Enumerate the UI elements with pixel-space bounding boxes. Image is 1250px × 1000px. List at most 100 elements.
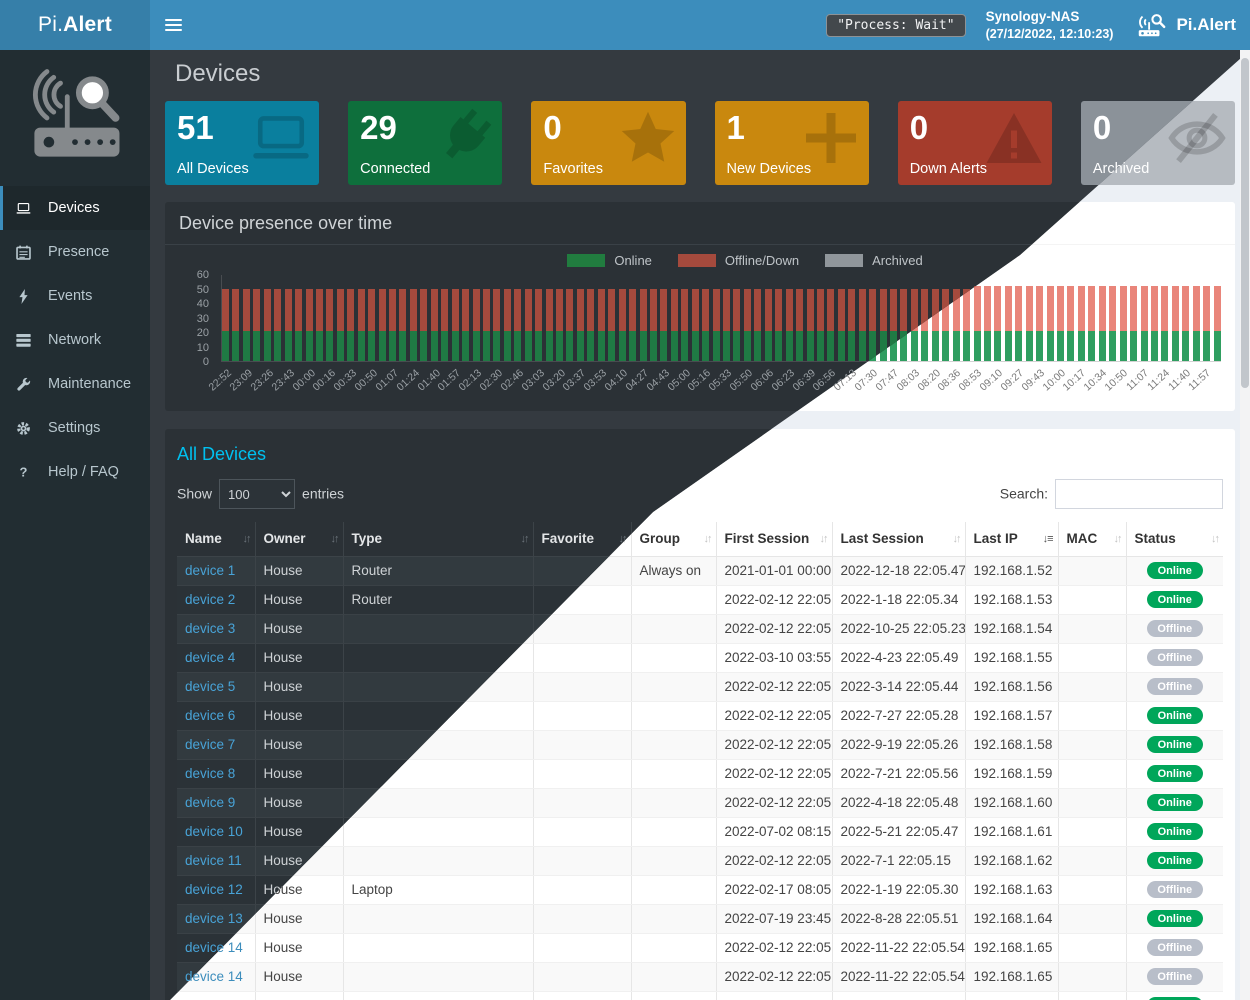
col-header-status[interactable]: Status ↓↑ (1126, 522, 1223, 557)
col-header-last-session[interactable]: Last Session ↓↑ (832, 522, 966, 557)
sidebar-item-events[interactable]: Events (0, 274, 150, 318)
show-label: Show (177, 485, 213, 502)
device-link[interactable]: device 3 (185, 621, 236, 636)
col-label: First Session (724, 531, 810, 547)
bar (545, 288, 553, 361)
y-tick-label: 20 (196, 327, 209, 339)
device-link[interactable]: device 4 (185, 650, 236, 665)
stat-card-new-devices[interactable]: 1 New Devices (714, 101, 869, 185)
device-link[interactable]: device 10 (185, 824, 243, 839)
bar (305, 288, 313, 361)
device-link[interactable]: device 2 (185, 592, 236, 607)
svg-text:?: ? (20, 465, 28, 480)
x-tick-label: 09:10 (977, 367, 1006, 394)
last-ip-cell: 192.168.1.56 (965, 672, 1059, 702)
device-link[interactable]: device 9 (185, 795, 236, 810)
bar (837, 288, 845, 361)
server-icon (16, 333, 40, 348)
col-label: Name (185, 531, 222, 547)
sidebar-item-presence[interactable]: Presence (0, 230, 150, 274)
stat-card-all-devices[interactable]: 51 All Devices (165, 101, 320, 185)
mac-cell (1058, 875, 1127, 905)
bar (451, 288, 459, 361)
bar (608, 288, 616, 361)
host-info: Synology-NAS (27/12/2022, 12:10:23) (986, 8, 1114, 42)
sidebar-item-network[interactable]: Network (0, 318, 150, 362)
stat-card-down-alerts[interactable]: 0 Down Alerts (897, 101, 1052, 185)
bar (420, 288, 428, 361)
x-tick-label: 04:43 (644, 367, 672, 394)
favorite-cell (533, 788, 632, 818)
device-link[interactable]: device 7 (185, 737, 236, 752)
search-input[interactable] (1055, 479, 1223, 509)
status-badge: Online (1146, 765, 1203, 783)
device-link[interactable]: device 11 (185, 853, 242, 868)
col-header-group[interactable]: Group ↓↑ (631, 522, 717, 557)
owner-cell: House (255, 962, 344, 992)
first-session-cell: 2022-02-12 22:05 (716, 701, 833, 731)
device-link[interactable]: device 5 (185, 679, 236, 694)
group-cell (631, 962, 717, 992)
sidebar-item-settings[interactable]: Settings (0, 406, 150, 450)
group-cell (631, 817, 717, 847)
status-badge: Offline (1146, 649, 1203, 667)
stat-card-favorites[interactable]: 0 Favorites (531, 101, 686, 185)
last-session-cell: 2022-10-25 22:05.23 (832, 614, 966, 644)
bar (326, 288, 334, 361)
bar (503, 288, 511, 361)
col-header-type[interactable]: Type ↓↑ (343, 522, 534, 557)
bar (1140, 285, 1148, 361)
type-cell (343, 933, 534, 963)
sidebar-toggle-button[interactable] (150, 0, 196, 50)
device-link[interactable]: device 15 (185, 998, 243, 1000)
bar (347, 288, 355, 361)
last-ip-cell: 192.168.1.53 (965, 585, 1059, 615)
favorite-cell (533, 933, 632, 963)
scrollbar-thumb[interactable] (1241, 58, 1249, 388)
col-header-owner[interactable]: Owner ↓↑ (255, 522, 344, 557)
sidebar-item-maintenance[interactable]: Maintenance (0, 362, 150, 406)
first-session-cell: 2022-02-12 22:05 (716, 759, 833, 789)
sidebar-item-help-faq[interactable]: ? Help / FAQ (0, 450, 150, 494)
last-ip-cell: 192.168.1.59 (965, 759, 1059, 789)
mac-cell (1058, 730, 1127, 760)
sort-icon: ↓↑ (1211, 532, 1220, 545)
stat-card-connected[interactable]: 29 Connected (348, 101, 503, 185)
bar (952, 288, 960, 361)
col-header-first-session[interactable]: First Session ↓↑ (716, 522, 833, 557)
status-badge: Online (1146, 562, 1203, 580)
last-session-cell: 2022-1-19 22:05.30 (832, 875, 966, 905)
warning-icon (984, 108, 1044, 168)
sidebar-logo (0, 50, 150, 186)
device-link[interactable]: device 12 (185, 882, 243, 897)
legend-item-online: Online (567, 253, 652, 268)
last-ip-cell: 192.168.1.64 (965, 904, 1059, 934)
bar (1036, 285, 1044, 361)
y-tick-label: 10 (196, 341, 209, 354)
col-header-last-ip[interactable]: Last IP ↓≡ (965, 522, 1059, 557)
x-tick-label: 23:26 (248, 367, 276, 394)
bar (1171, 285, 1179, 361)
last-session-cell: 2022-4-18 22:05.48 (832, 788, 966, 818)
col-header-name[interactable]: Name ↓↑ (177, 522, 256, 557)
app-logo[interactable]: Pi. Alert (0, 0, 150, 50)
device-link[interactable]: device 13 (185, 911, 243, 926)
bar (232, 288, 240, 361)
sidebar: Devices Presence Events Network Maintenance S… (0, 50, 150, 1000)
scrollbar[interactable] (1240, 50, 1250, 1000)
x-tick-label: 02:13 (456, 367, 485, 394)
last-session-cell: 2022-4-23 22:05.49 (832, 643, 966, 673)
device-link[interactable]: device 6 (185, 708, 236, 723)
bar (754, 288, 762, 361)
device-link[interactable]: device 14 (185, 969, 243, 984)
bar (493, 288, 501, 361)
status-badge: Online (1146, 591, 1203, 609)
entries-select[interactable]: 100 (219, 479, 296, 509)
last-session-cell: 2022-12-18 22:05.47 (832, 556, 966, 586)
device-link[interactable]: device 8 (185, 766, 236, 781)
bar (1182, 285, 1190, 361)
sidebar-item-devices[interactable]: Devices (0, 186, 150, 230)
col-header-mac[interactable]: MAC ↓↑ (1058, 522, 1127, 557)
device-link[interactable]: device 1 (185, 563, 236, 578)
owner-cell: House (255, 730, 344, 760)
